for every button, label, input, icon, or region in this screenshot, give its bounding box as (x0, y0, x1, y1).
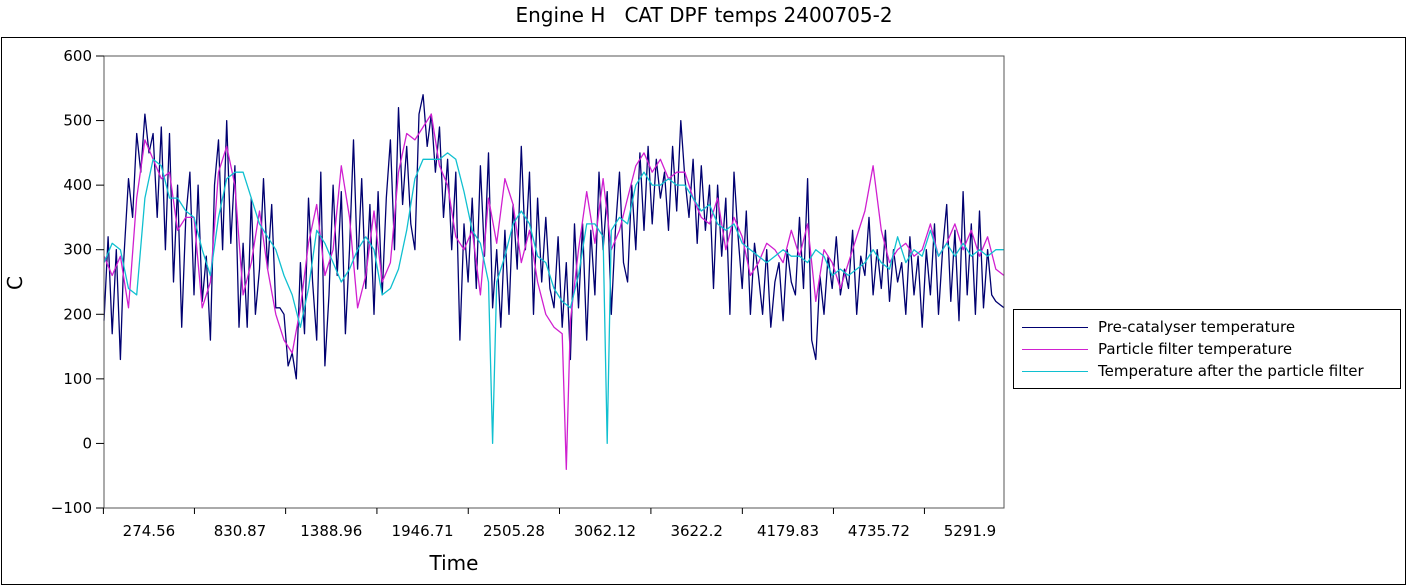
legend-item-after-particle-filter: Temperature after the particle filter (1022, 361, 1364, 381)
y-tick-label: −100 (51, 499, 92, 517)
y-tick-label: 100 (63, 370, 92, 388)
series-line-1 (103, 113, 1005, 470)
legend-item-pre-catalyser: Pre-catalyser temperature (1022, 317, 1295, 337)
series-line-0 (103, 94, 1005, 380)
y-tick-label: 400 (63, 176, 92, 194)
chart-title: Engine H CAT DPF temps 2400705-2 (515, 3, 893, 27)
x-tick-label: 2505.28 (483, 522, 545, 540)
legend-swatch-after-particle-filter (1022, 370, 1088, 372)
legend-item-particle-filter: Particle filter temperature (1022, 339, 1292, 359)
x-tick-label: 3062.12 (574, 522, 636, 540)
legend-label-particle-filter: Particle filter temperature (1098, 340, 1293, 358)
legend-swatch-particle-filter (1022, 348, 1088, 350)
legend-swatch-pre-catalyser (1022, 326, 1088, 328)
x-tick-label: 274.56 (123, 522, 176, 540)
y-axis-label: C (3, 276, 27, 290)
x-tick-label: 830.87 (214, 522, 267, 540)
x-tick-label: 4735.72 (848, 522, 910, 540)
y-tick-label: 500 (63, 112, 92, 130)
x-tick-label: 1388.96 (300, 522, 362, 540)
series-line-2 (103, 152, 1004, 445)
y-tick-label: 600 (63, 47, 92, 65)
y-axis: 600 500 400 300 200 100 0 −100 (51, 47, 104, 517)
x-axis: 274.56 830.87 1388.96 1946.71 2505.28 3062.12… (102, 508, 997, 540)
legend-label-pre-catalyser: Pre-catalyser temperature (1098, 318, 1296, 336)
plot-area-border (103, 55, 1005, 509)
y-tick-label: 300 (63, 241, 92, 259)
x-axis-label: Time (429, 551, 479, 575)
y-tick-label: 200 (63, 305, 92, 323)
x-tick-label: 5291.9 (944, 522, 997, 540)
chart-frame: 600 500 400 300 200 100 0 −100 274.56 830.87 1388… (1, 37, 1406, 585)
legend: Pre-catalyser temperature Particle filte… (1013, 309, 1401, 389)
series-layer (103, 94, 1005, 470)
x-tick-label: 1946.71 (392, 522, 454, 540)
x-tick-label: 3622.2 (670, 522, 723, 540)
x-tick-label: 4179.83 (757, 522, 819, 540)
y-tick-label: 0 (82, 434, 92, 452)
plot-svg: 600 500 400 300 200 100 0 −100 274.56 830.87 1388… (3, 47, 1005, 575)
legend-label-after-particle-filter: Temperature after the particle filter (1098, 362, 1364, 380)
